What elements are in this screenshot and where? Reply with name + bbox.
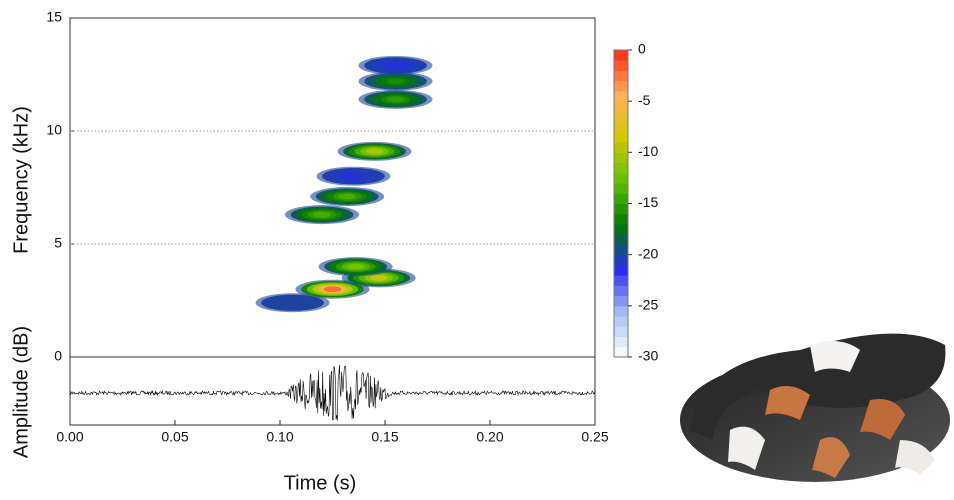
colorbar-step (614, 90, 628, 102)
colorbar-step (614, 285, 628, 297)
colorbar-step (614, 101, 628, 112)
colorbar-step (614, 203, 628, 215)
colorbar-step (614, 50, 628, 61)
colorbar-step (614, 60, 628, 71)
colorbar-tick-label: -5 (638, 92, 651, 108)
y-axis-label: Frequency (kHz) (10, 106, 32, 254)
colorbar-step (614, 295, 628, 307)
colorbar-step (614, 111, 628, 123)
spectral-peak (313, 211, 331, 218)
colorbar-step (614, 264, 628, 276)
colorbar-step (614, 316, 628, 327)
spectral-peak (365, 148, 384, 155)
colorbar-step (614, 254, 628, 266)
colorbar-step (614, 213, 628, 225)
spectral-peak (283, 299, 302, 306)
colorbar-step (614, 346, 628, 358)
y-tick-label: 15 (46, 9, 62, 25)
y2-axis-label: Amplitude (dB) (10, 326, 32, 458)
colorbar-tick-label: 0 (638, 41, 646, 57)
colorbar-tick-label: -30 (638, 348, 658, 364)
colorbar-step (614, 70, 628, 82)
spectral-peak (386, 62, 405, 69)
plot-frame (69, 17, 596, 426)
y-tick-label: 10 (46, 122, 62, 138)
snake-photo (680, 333, 950, 482)
spectral-peak (344, 173, 363, 180)
colorbar-step (614, 121, 628, 133)
colorbar-tick-label: -15 (638, 194, 658, 210)
colorbar-step (614, 172, 628, 184)
colorbar-tick-label: -20 (638, 245, 658, 261)
spectral-peak (370, 275, 388, 281)
colorbar-step (614, 162, 628, 174)
spectral-peak (386, 96, 405, 103)
colorbar-step (614, 152, 628, 164)
spectral-peak (346, 263, 365, 270)
spectral-peak (338, 193, 356, 200)
x-tick-label: 0.10 (266, 429, 293, 445)
waveform (69, 364, 596, 421)
colorbar-step (614, 183, 628, 194)
x-tick-label: 0.15 (371, 429, 398, 445)
x-tick-label: 0.05 (161, 429, 188, 445)
colorbar-step (614, 234, 628, 245)
x-tick-label: 0.00 (56, 429, 83, 445)
colorbar-tick-label: -25 (638, 297, 658, 313)
colorbar-step (614, 193, 628, 204)
x-tick-label: 0.25 (581, 429, 608, 445)
colorbar-step (614, 305, 628, 317)
spectral-peak (386, 78, 405, 85)
colorbar-step (614, 223, 628, 235)
y-tick-label: 0 (54, 348, 62, 364)
colorbar-tick-label: -10 (638, 143, 658, 159)
colorbar-step (614, 80, 628, 92)
y-tick-label: 5 (54, 235, 62, 251)
colorbar-step (614, 142, 628, 153)
x-tick-label: 0.20 (476, 429, 503, 445)
colorbar-step (614, 326, 628, 338)
spectral-peak (323, 286, 342, 293)
x-axis-label: Time (s) (284, 472, 357, 494)
colorbar-step (614, 336, 628, 348)
colorbar-step (614, 244, 628, 256)
colorbar-step (614, 275, 628, 286)
colorbar-step (614, 131, 628, 143)
